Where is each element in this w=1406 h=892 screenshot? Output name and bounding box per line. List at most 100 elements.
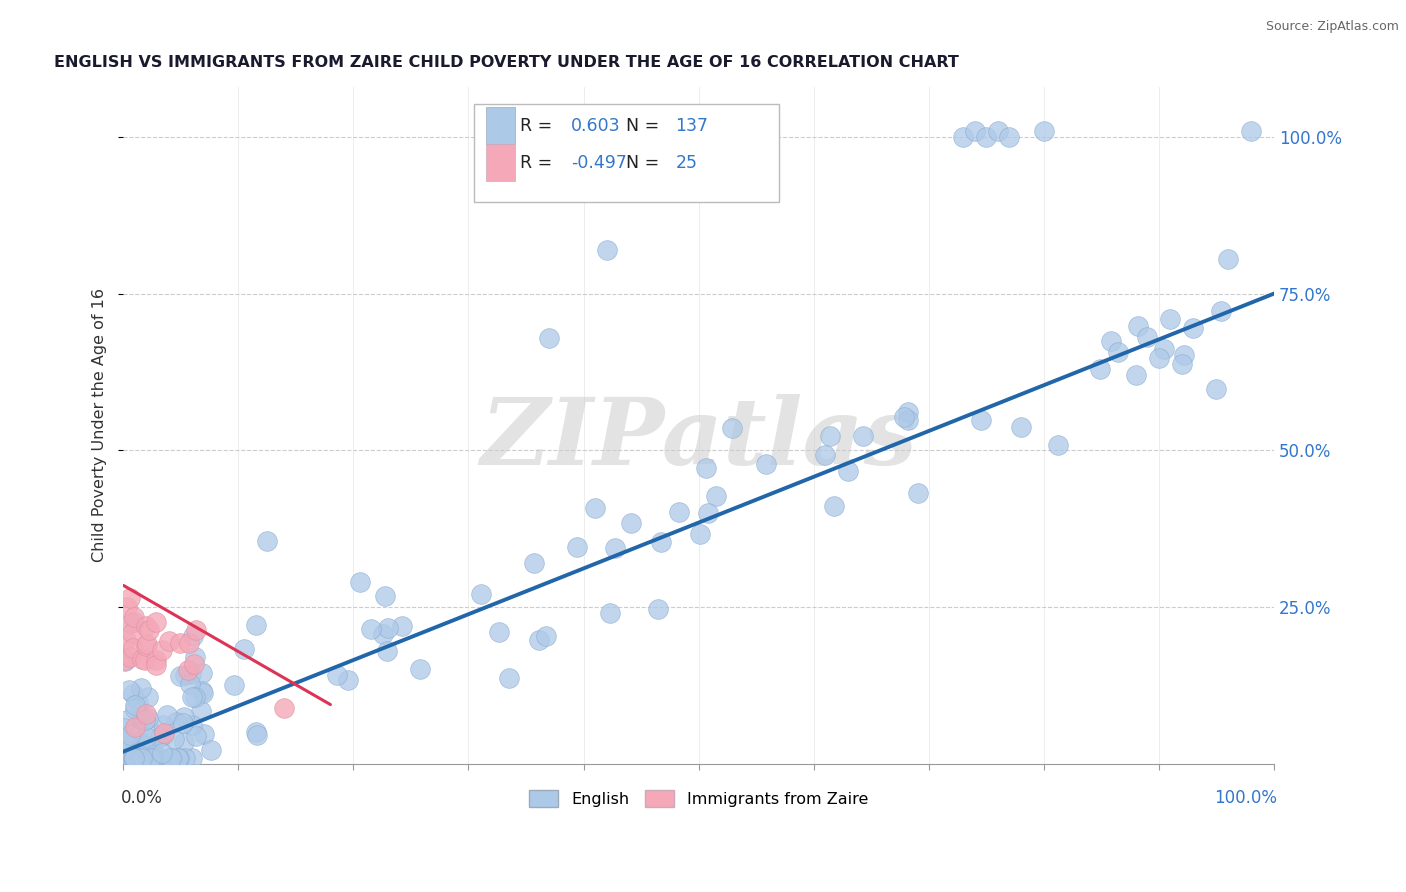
Point (897, 413, 920, 427)
Point (131, 652, 153, 666)
Text: 25: 25 (676, 153, 697, 172)
Point (124, 751, 146, 765)
Point (190, 704, 212, 718)
Point (167, 751, 190, 765)
Point (373, 627, 395, 641)
Point (124, 719, 146, 733)
Point (153, 728, 176, 742)
Point (897, 405, 920, 419)
Point (1147, 351, 1170, 366)
Point (1126, 318, 1149, 333)
Point (721, 421, 744, 435)
Text: N =: N = (626, 153, 665, 172)
Point (668, 505, 690, 519)
Point (174, 751, 197, 765)
Point (183, 657, 205, 671)
Point (987, 123, 1010, 137)
Point (1125, 368, 1147, 383)
Point (122, 640, 145, 655)
Point (193, 727, 215, 741)
Point (120, 591, 142, 606)
Point (162, 732, 184, 747)
Point (488, 624, 510, 639)
Point (180, 690, 202, 705)
Point (173, 710, 195, 724)
Point (191, 665, 214, 680)
Point (121, 626, 143, 640)
Point (169, 669, 191, 683)
Point (121, 751, 143, 765)
Point (180, 751, 202, 765)
Point (134, 713, 156, 727)
Point (1209, 303, 1232, 318)
Point (131, 710, 153, 724)
Point (998, 129, 1021, 144)
Point (115, 600, 138, 615)
Point (245, 618, 267, 632)
Point (135, 706, 157, 721)
Point (135, 730, 157, 744)
Point (704, 490, 727, 504)
Point (122, 609, 145, 624)
Point (122, 751, 145, 765)
Point (156, 751, 179, 765)
Point (114, 633, 136, 648)
Point (139, 745, 162, 759)
Point (135, 739, 157, 754)
Legend: English, Immigrants from Zaire: English, Immigrants from Zaire (523, 783, 875, 814)
Point (818, 429, 841, 443)
Point (150, 643, 173, 657)
Point (114, 653, 136, 667)
Point (156, 707, 179, 722)
Point (114, 654, 136, 668)
Point (138, 751, 160, 765)
Point (1159, 312, 1181, 326)
Point (186, 729, 208, 743)
Text: ENGLISH VS IMMIGRANTS FROM ZAIRE CHILD POVERTY UNDER THE AGE OF 16 CORRELATION C: ENGLISH VS IMMIGRANTS FROM ZAIRE CHILD P… (55, 55, 959, 70)
Point (129, 681, 152, 696)
Point (118, 682, 141, 697)
FancyBboxPatch shape (485, 145, 515, 181)
Point (1136, 329, 1159, 343)
Point (165, 714, 187, 729)
Point (1240, 123, 1263, 137)
Point (138, 690, 160, 705)
Text: 0.0%: 0.0% (121, 789, 163, 807)
Point (595, 243, 617, 257)
Point (120, 615, 142, 630)
Point (128, 751, 150, 765)
Point (139, 751, 162, 765)
Point (145, 615, 167, 629)
Point (256, 534, 278, 549)
Point (115, 713, 138, 727)
Text: 100.0%: 100.0% (1213, 789, 1277, 807)
Point (375, 644, 398, 658)
Point (647, 601, 669, 615)
Point (180, 667, 202, 681)
Point (136, 711, 159, 725)
Point (131, 739, 153, 753)
Point (974, 129, 997, 144)
Point (232, 641, 254, 656)
Point (138, 724, 160, 739)
Point (245, 724, 267, 739)
Point (131, 751, 153, 765)
Point (114, 731, 136, 746)
Text: -0.497: -0.497 (571, 153, 627, 172)
Point (1032, 123, 1054, 137)
Point (246, 728, 269, 742)
Text: Source: ZipAtlas.com: Source: ZipAtlas.com (1265, 20, 1399, 33)
Point (134, 653, 156, 667)
Point (567, 540, 589, 554)
Point (173, 735, 195, 749)
Point (124, 701, 146, 715)
Point (141, 751, 163, 765)
Point (813, 448, 835, 462)
Point (183, 690, 205, 705)
Y-axis label: Child Poverty Under the Age of 16: Child Poverty Under the Age of 16 (93, 288, 107, 562)
Point (1182, 321, 1205, 335)
Point (1107, 344, 1129, 359)
Point (222, 678, 245, 692)
Text: 0.603: 0.603 (571, 117, 620, 135)
Point (177, 636, 200, 650)
